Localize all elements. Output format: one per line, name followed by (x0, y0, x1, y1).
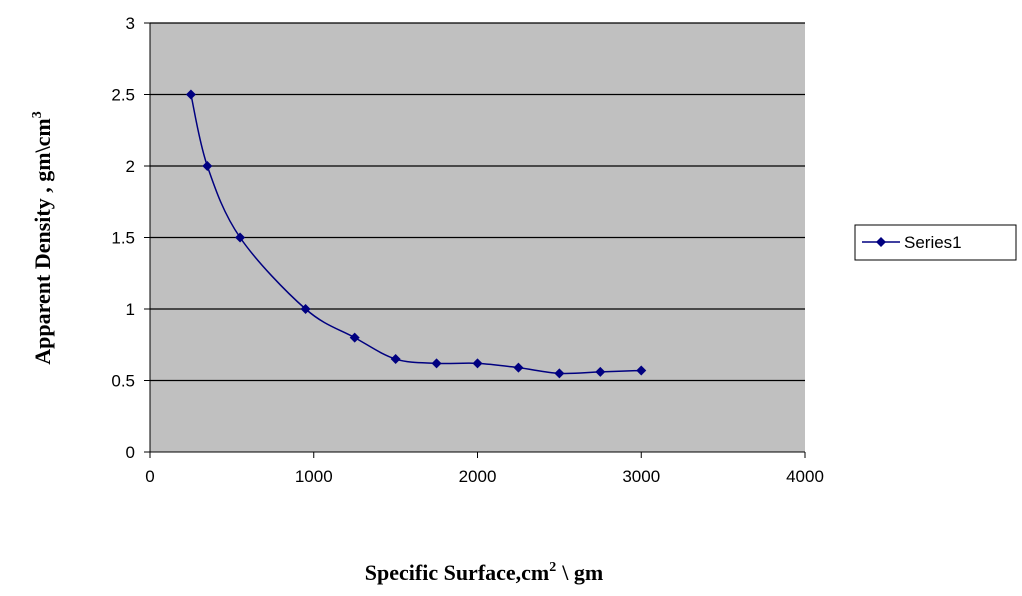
x-tick-label: 4000 (786, 467, 824, 486)
x-axis-title-main: Specific Surface,cm (365, 560, 550, 585)
legend-marker (876, 237, 886, 247)
data-point (513, 362, 524, 373)
data-point (349, 332, 360, 343)
data-point (202, 161, 213, 171)
y-tick-label: 0.5 (111, 372, 135, 391)
x-tick-label: 1000 (295, 467, 333, 486)
data-point (636, 365, 647, 376)
x-tick-label: 0 (145, 467, 154, 486)
y-axis-title: Apparent Density , gm\cm3 (30, 111, 55, 364)
data-point (235, 232, 246, 243)
data-point (472, 358, 483, 369)
x-tick-label: 3000 (622, 467, 660, 486)
data-point (431, 358, 442, 369)
x-axis-title: Specific Surface,cm2 \ gm (365, 560, 603, 585)
x-axis-title-superscript: 2 (549, 560, 556, 575)
y-tick-label: 2 (126, 157, 135, 176)
y-axis-title-main: Apparent Density , gm\cm (30, 118, 55, 364)
data-point (185, 89, 196, 100)
x-tick-labels: 0 1000 2000 3000 4000 (145, 452, 824, 486)
x-tick-label: 2000 (459, 467, 497, 486)
y-tick-label: 1.5 (111, 229, 135, 248)
legend: Series1 (854, 224, 1017, 261)
y-tick-label: 3 (126, 14, 135, 33)
data-point (300, 304, 311, 314)
data-point (554, 368, 565, 379)
y-axis-title-superscript: 3 (30, 111, 45, 118)
series-group (185, 89, 647, 379)
data-point (390, 354, 401, 365)
legend-label: Series1 (904, 233, 962, 252)
y-tick-label: 0 (126, 443, 135, 462)
y-tick-label: 2.5 (111, 86, 135, 105)
y-tick-label: 1 (126, 300, 135, 319)
data-point (595, 366, 606, 377)
y-tick-labels: 0 0.5 1 1.5 2 2.5 3 (111, 14, 150, 462)
gridlines (150, 22, 805, 382)
x-axis-title-tail: \ gm (561, 560, 603, 585)
